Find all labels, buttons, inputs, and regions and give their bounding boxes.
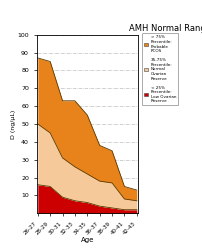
Text: AMH Normal Range: AMH Normal Range — [128, 24, 202, 32]
Y-axis label: D (ng/µL): D (ng/µL) — [11, 109, 16, 139]
Legend: > 75%
Percentile:
Probable
PCOS, 35-75%
Percentile:
Normal
Ovarian
Reserve, < 25: > 75% Percentile: Probable PCOS, 35-75% … — [141, 33, 178, 105]
X-axis label: Age: Age — [80, 237, 94, 243]
